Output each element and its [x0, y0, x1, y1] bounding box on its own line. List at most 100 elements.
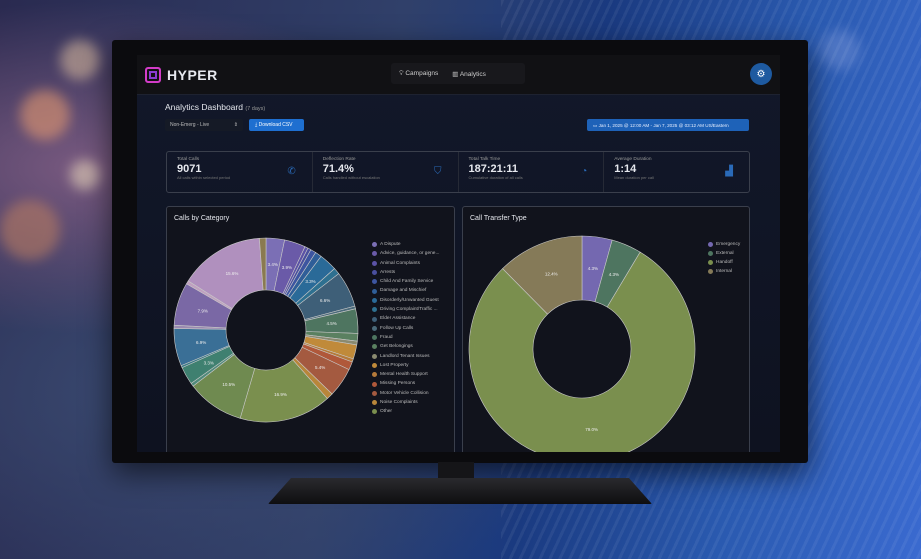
logo[interactable]: HYPER [145, 66, 218, 83]
lightbulb-icon: 💡︎ [399, 69, 406, 77]
stat-average-duration: Average Duration 1:14 Mean duration per ca… [604, 152, 749, 192]
stat-sub: Cumulative duration of all calls [468, 175, 523, 180]
legend-item[interactable]: Get Belongings [372, 342, 439, 351]
legend-label: Elder Assistance [380, 316, 416, 322]
legend-item[interactable]: Child And Family Service [372, 277, 439, 286]
pie-slice[interactable] [502, 235, 583, 315]
slice-label: 4.5% [327, 321, 337, 326]
campaign-select[interactable]: Non-Emerg - Live ⇕ [165, 119, 243, 131]
date-range-button[interactable]: ▭ Jan 1, 2025 @ 12:00 AM - Jan 7, 2025 @… [587, 119, 749, 131]
legend-item[interactable]: Advice, guidance, or gene... [372, 249, 439, 258]
bar-chart-icon: ▥ [452, 70, 460, 78]
legend-item[interactable]: Noise Complaints [372, 398, 439, 407]
legend-item[interactable]: Internal [708, 267, 740, 276]
legend-item[interactable]: Arrests [372, 268, 439, 277]
monitor-stand-base [268, 478, 652, 504]
calls-by-category-panel: Calls by Category 3.4% 3.9% 3.3% 6.6% 4.5% 5.… [166, 206, 455, 452]
legend-item[interactable]: External [708, 249, 740, 258]
stat-value: 71.4% [322, 163, 354, 175]
stat-label: Total Talk Time [468, 157, 501, 162]
legend-label: Internal [716, 269, 732, 274]
legend-label: External [716, 251, 734, 256]
call-transfer-type-chart: 4.3% 4.3% 79.0% 12.4% [468, 235, 696, 452]
legend-swatch [372, 297, 377, 303]
legend-item[interactable]: Fraud [372, 333, 439, 342]
legend-label: A Dispute [380, 242, 401, 247]
settings-button[interactable]: ⚙ [750, 63, 772, 85]
title-text: Analytics Dashboard [165, 102, 243, 112]
legend-item[interactable]: Animal Complaints [372, 259, 439, 268]
legend-item[interactable]: Follow Up Calls [372, 324, 439, 333]
legend-item[interactable]: Landlord Tenant Issues [372, 352, 439, 361]
nav-label: Campaigns [405, 69, 439, 77]
legend-item[interactable]: Mental Health Support [372, 370, 439, 379]
legend-swatch [708, 242, 713, 247]
slice-label: 15.6% [226, 271, 239, 276]
legend-item[interactable]: Lost Property [372, 361, 439, 370]
chevron-updown-icon: ⇕ [233, 122, 238, 128]
legend-label: Noise Complaints [380, 400, 418, 406]
pie-slice[interactable] [259, 237, 267, 291]
slice-label: 3.9% [282, 265, 292, 270]
legend-item[interactable]: Emergency [708, 240, 740, 249]
legend-label: Missing Persons [380, 381, 416, 387]
chart-legend: A Dispute Advice, guidance, or gene... Ani… [372, 240, 439, 417]
stat-sub: Calls handled without escalation [322, 175, 380, 180]
select-value: Non-Emerg - Live [170, 122, 210, 128]
logo-icon [145, 66, 161, 83]
download-label: Download CSV [258, 122, 293, 128]
legend-swatch [372, 270, 377, 276]
legend-item[interactable]: Elder Assistance [372, 314, 439, 323]
legend-item[interactable]: Handoff [708, 258, 740, 267]
legend-label: Get Belongings [380, 344, 413, 350]
page-title: Analytics Dashboard (7 days) [165, 102, 265, 112]
slice-label: 4.3% [609, 272, 619, 277]
legend-label: Disorderly/Unwanted Guest [380, 297, 439, 303]
legend-swatch [708, 260, 713, 265]
title-subtitle: (7 days) [245, 106, 266, 112]
legend-swatch [372, 400, 377, 406]
legend-item[interactable]: Disorderly/Unwanted Guest [372, 296, 439, 305]
chart-title: Call Transfer Type [470, 215, 527, 222]
brand-name: HYPER [167, 66, 218, 83]
legend-item[interactable]: Driving Complaint/Traffic ... [372, 305, 439, 314]
main-nav: 💡︎ Campaigns ▥ Analytics [391, 63, 525, 84]
legend-swatch [372, 242, 377, 248]
slice-label: 4.3% [588, 266, 598, 271]
legend-swatch [708, 251, 713, 256]
gear-icon: ⚙ [756, 68, 766, 80]
legend-item[interactable]: Missing Persons [372, 379, 439, 388]
legend-label: Other [380, 409, 392, 415]
legend-swatch [372, 325, 377, 331]
nav-analytics[interactable]: ▥ Analytics [452, 70, 486, 78]
call-transfer-type-panel: Call Transfer Type 4.3% 4.3% 79.0% 12.4% Em… [462, 206, 750, 452]
stat-value: 9071 [177, 163, 202, 175]
legend-swatch [372, 344, 377, 350]
dashboard-screen: HYPER 💡︎ Campaigns ▥ Analytics ⚙ Analyti… [137, 55, 780, 452]
slice-label: 6.9% [196, 340, 206, 345]
legend-label: Advice, guidance, or gene... [380, 251, 440, 257]
pie-slice[interactable] [468, 251, 696, 452]
legend-item[interactable]: Other [372, 407, 439, 416]
legend-label: Lost Property [380, 362, 409, 368]
nav-campaigns[interactable]: 💡︎ Campaigns [399, 70, 438, 78]
legend-swatch [372, 288, 377, 294]
date-range-text: Jan 1, 2025 @ 12:00 AM - Jan 7, 2025 @ 0… [598, 122, 729, 128]
legend-item[interactable]: Damage and Mischief [372, 286, 439, 295]
slice-label: 12.4% [545, 272, 558, 277]
legend-label: Damage and Mischief [380, 288, 427, 294]
legend-swatch [372, 381, 377, 387]
download-csv-button[interactable]: ⤓ Download CSV [249, 119, 304, 131]
legend-swatch [372, 363, 377, 368]
stat-value: 1:14 [614, 163, 637, 175]
legend-swatch [372, 353, 377, 359]
slice-label: 7.9% [198, 309, 208, 314]
download-icon: ⤓ [255, 122, 259, 128]
legend-swatch [372, 409, 377, 415]
stat-total-calls: Total Calls 9071 All calls within selected… [167, 152, 313, 192]
legend-label: Landlord Tenant Issues [380, 353, 430, 359]
stats-bar: Total Calls 9071 All calls within selected… [166, 151, 750, 193]
stat-label: Deflection Rate [322, 157, 356, 162]
legend-item[interactable]: A Dispute [372, 240, 439, 249]
legend-item[interactable]: Motor Vehicle Collision [372, 389, 439, 398]
